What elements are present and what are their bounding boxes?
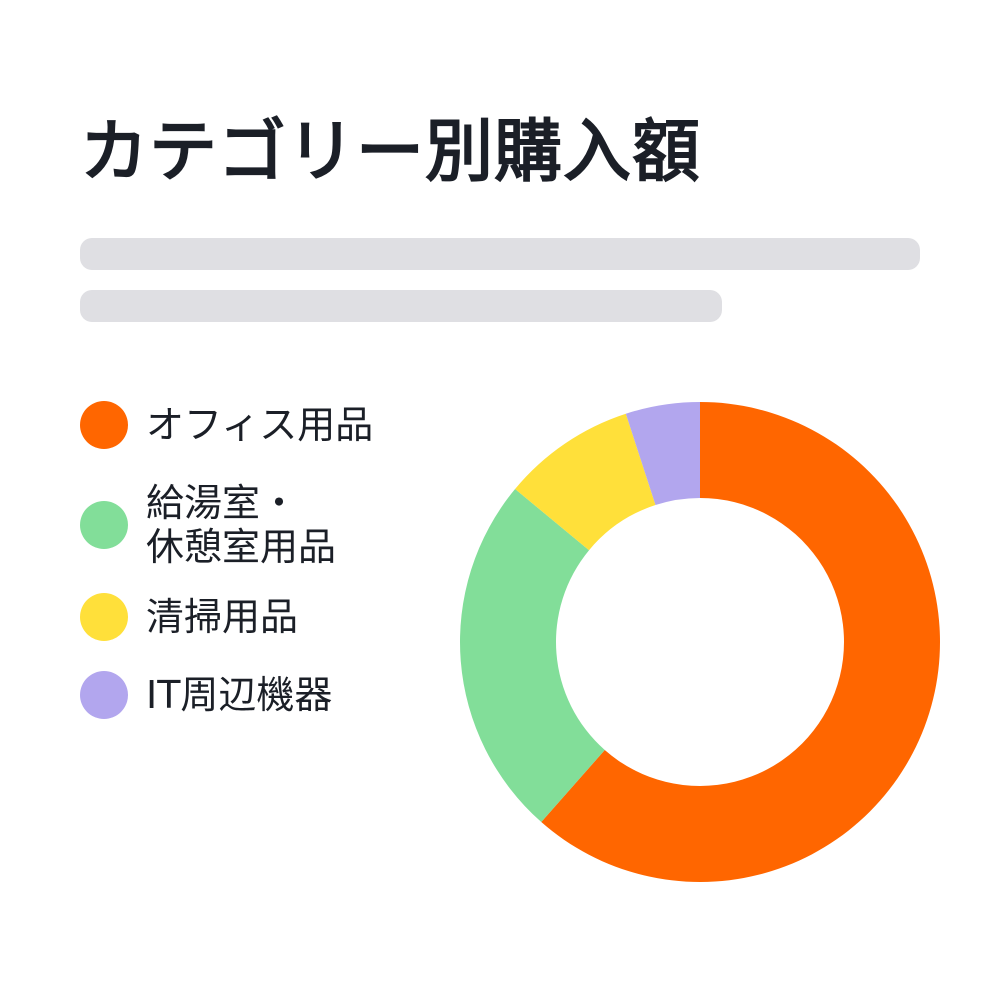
placeholder-text-line	[80, 290, 722, 322]
donut-slice-cleaning-supplies	[515, 413, 656, 551]
legend-swatch-it-peripherals	[80, 671, 128, 719]
legend-label-office-supplies: オフィス用品	[146, 403, 374, 447]
legend-item-it-peripherals: IT周辺機器	[80, 671, 416, 719]
legend-swatch-kitchen-breakroom	[80, 501, 128, 549]
legend-label-kitchen-breakroom: 給湯室・ 休憩室用品	[146, 481, 337, 569]
chart-title: カテゴリー別購入額	[80, 113, 702, 192]
donut-chart	[459, 402, 940, 882]
legend-label-cleaning-supplies: 清掃用品	[146, 595, 299, 639]
placeholder-text-line	[80, 238, 920, 270]
legend-swatch-cleaning-supplies	[80, 593, 128, 641]
legend-item-cleaning-supplies: 清掃用品	[80, 593, 416, 641]
donut-slice-office-supplies	[541, 402, 940, 882]
legend-item-office-supplies: オフィス用品	[80, 401, 416, 449]
donut-slice-it-peripherals	[625, 402, 700, 506]
donut-slice-kitchen-breakroom	[459, 489, 605, 823]
legend-label-it-peripherals: IT周辺機器	[146, 673, 333, 717]
legend-item-kitchen-breakroom: 給湯室・ 休憩室用品	[80, 481, 416, 569]
legend-swatch-office-supplies	[80, 401, 128, 449]
